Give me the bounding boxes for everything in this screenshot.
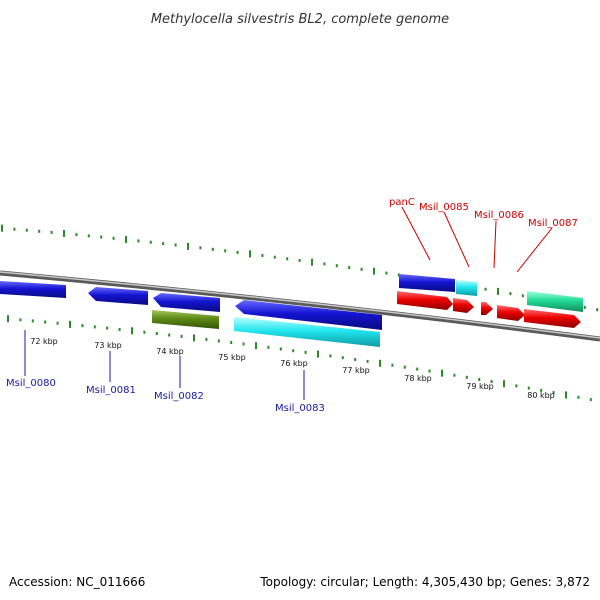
leader-line xyxy=(493,220,497,269)
scale-label: 73 kbp xyxy=(94,341,122,350)
scale-labels: 72 kbp 73 kbp 74 kbp 75 kbp 76 kbp 77 kb… xyxy=(30,337,555,400)
scale-label: 74 kbp xyxy=(156,347,184,356)
scale-label: 78 kbp xyxy=(404,374,432,383)
gene-feature xyxy=(497,305,525,321)
gene-feature xyxy=(234,317,380,347)
gene-feature xyxy=(456,280,477,296)
gene-feature xyxy=(88,287,148,305)
inner-tick-ring xyxy=(7,315,592,402)
gene-feature xyxy=(153,293,220,312)
genome-backbone-highlight xyxy=(0,271,600,339)
reverse-strand-genes xyxy=(0,281,581,347)
outer-tick-ring xyxy=(1,224,599,312)
gene-label-msil-0082: Msil_0082 xyxy=(154,391,204,402)
gene-labels: Msil_0080 Msil_0081 Msil_0082 Msil_0083 … xyxy=(6,197,578,414)
scale-label: 77 kbp xyxy=(342,366,370,375)
gene-feature xyxy=(481,302,493,315)
gene-label-msil-0083: Msil_0083 xyxy=(275,403,325,414)
gene-label-msil-0085: Msil_0085 xyxy=(419,202,469,213)
genome-summary-text: Topology: circular; Length: 4,305,430 bp… xyxy=(259,575,590,589)
gene-label-msil-0081: Msil_0081 xyxy=(86,385,136,396)
gene-feature xyxy=(527,291,583,312)
accession-text: Accession: NC_011666 xyxy=(9,575,145,589)
scale-label: 75 kbp xyxy=(218,353,246,362)
gene-leader-lines xyxy=(24,206,553,400)
scale-label: 72 kbp xyxy=(30,337,58,346)
gene-feature xyxy=(152,310,219,329)
map-title: Methylocella silvestris BL2, complete ge… xyxy=(151,12,449,27)
leader-line xyxy=(401,206,431,261)
scale-label: 76 kbp xyxy=(280,359,308,368)
gene-feature xyxy=(524,309,581,328)
gene-feature xyxy=(235,300,382,330)
leader-line xyxy=(443,211,470,268)
scale-label: 79 kbp xyxy=(466,382,494,391)
gene-label-msil-0086: Msil_0086 xyxy=(474,210,524,221)
gene-feature xyxy=(0,281,66,298)
scale-label: 80 kbp xyxy=(527,391,555,400)
gene-label-panc: panC xyxy=(389,197,415,208)
leader-line xyxy=(516,227,553,273)
gene-feature xyxy=(453,298,474,313)
genome-backbone xyxy=(0,270,600,342)
gene-label-msil-0087: Msil_0087 xyxy=(528,218,578,229)
forward-strand-genes xyxy=(399,274,583,312)
gene-feature xyxy=(397,291,453,310)
gene-label-msil-0080: Msil_0080 xyxy=(6,378,56,389)
gene-feature xyxy=(399,274,455,292)
